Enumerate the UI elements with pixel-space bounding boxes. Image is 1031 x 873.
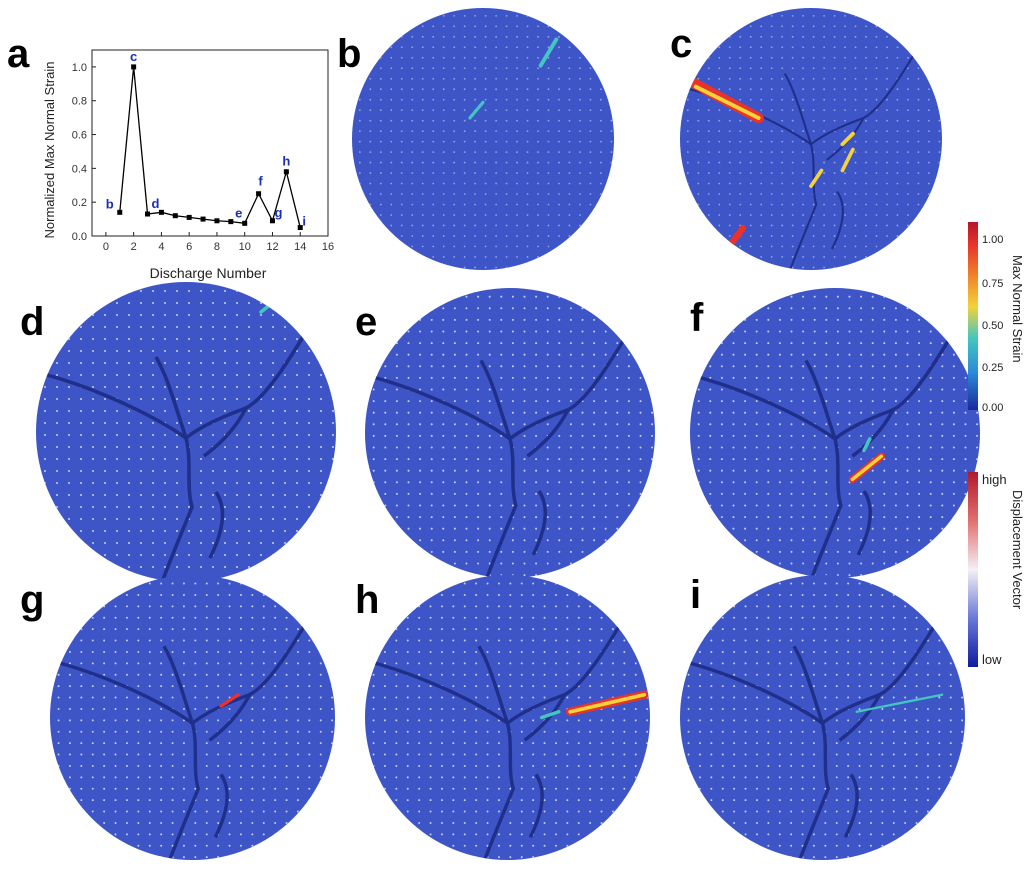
dic-image-canvas — [352, 8, 614, 270]
data-point — [269, 218, 275, 224]
y-tick-label: 1.0 — [72, 62, 87, 74]
data-point — [200, 216, 206, 222]
x-tick-label: 0 — [103, 241, 109, 253]
data-point — [228, 219, 234, 225]
data-point — [297, 225, 303, 231]
dic-image-canvas — [365, 288, 655, 578]
data-point — [131, 64, 137, 70]
x-tick-label: 8 — [214, 241, 220, 253]
strain-tick-5: 0.00 — [982, 402, 1004, 414]
data-point — [214, 218, 220, 224]
data-point — [117, 209, 123, 215]
y-tick-label: 0.0 — [72, 231, 87, 243]
strain-colorbar — [968, 222, 978, 410]
plot-frame — [91, 49, 329, 237]
point-label-e: e — [235, 205, 242, 220]
strain-tick-4: 0.25 — [982, 362, 1004, 374]
x-tick-label: 12 — [266, 241, 278, 253]
dic-image-canvas — [690, 288, 980, 578]
dic-image-e — [365, 288, 655, 578]
point-label-g: g — [274, 205, 282, 220]
dic-image-i — [680, 575, 965, 860]
x-tick-label: 10 — [239, 241, 251, 253]
displacement-low-label: low — [982, 652, 1002, 667]
dic-image-b — [352, 8, 614, 270]
dic-image-h — [365, 575, 650, 860]
strain-colorbar-title: Max Normal Strain — [1010, 255, 1025, 363]
point-label-b: b — [106, 196, 114, 211]
dic-image-canvas — [36, 282, 336, 582]
x-tick-label: 6 — [186, 241, 192, 253]
data-point — [145, 211, 151, 217]
dic-image-f — [690, 288, 980, 578]
panel-label-g: g — [20, 578, 45, 622]
y-axis-label: Normalized Max Normal Strain — [42, 62, 57, 239]
dic-image-canvas — [50, 575, 335, 860]
dic-image-g — [50, 575, 335, 860]
dic-image-canvas — [365, 575, 650, 860]
y-tick-label: 0.8 — [72, 96, 87, 108]
x-tick-label: 4 — [158, 241, 164, 253]
dic-image-canvas — [680, 8, 942, 270]
strain-tick-3: 0.50 — [982, 320, 1004, 332]
data-point — [172, 213, 178, 219]
data-point — [242, 220, 248, 226]
strain-series-line — [119, 66, 301, 228]
data-point — [256, 191, 262, 197]
strain-tick-1: 1.00 — [982, 234, 1004, 246]
point-label-h: h — [282, 154, 290, 169]
x-axis-label: Discharge Number — [150, 265, 267, 281]
point-label-i: i — [302, 214, 306, 229]
displacement-colorbar-title: Displacement Vector — [1010, 490, 1025, 610]
dic-image-canvas — [680, 575, 965, 860]
y-tick-label: 0.2 — [72, 197, 87, 209]
x-tick-label: 14 — [294, 241, 306, 253]
dic-image-c — [680, 8, 942, 270]
strain-tick-2: 0.75 — [982, 278, 1004, 290]
point-label-c: c — [130, 49, 137, 64]
x-tick-label: 16 — [322, 241, 334, 253]
point-label-f: f — [258, 174, 263, 189]
point-label-d: d — [152, 196, 160, 211]
strain-line-chart: 0 2 4 6 8 10 12 14 16 0.0 0.2 0.4 0.6 0.8 1.0 b c d e f g h i… — [42, 49, 334, 281]
data-point — [186, 214, 192, 220]
y-tick-label: 0.4 — [72, 163, 87, 175]
x-tick-label: 2 — [131, 241, 137, 253]
panel-label-a: a — [7, 32, 30, 76]
displacement-colorbar — [968, 472, 978, 667]
data-point — [158, 209, 164, 215]
data-point — [283, 169, 289, 175]
dic-image-d — [36, 282, 336, 582]
displacement-high-label: high — [982, 472, 1007, 487]
y-tick-label: 0.6 — [72, 130, 87, 142]
